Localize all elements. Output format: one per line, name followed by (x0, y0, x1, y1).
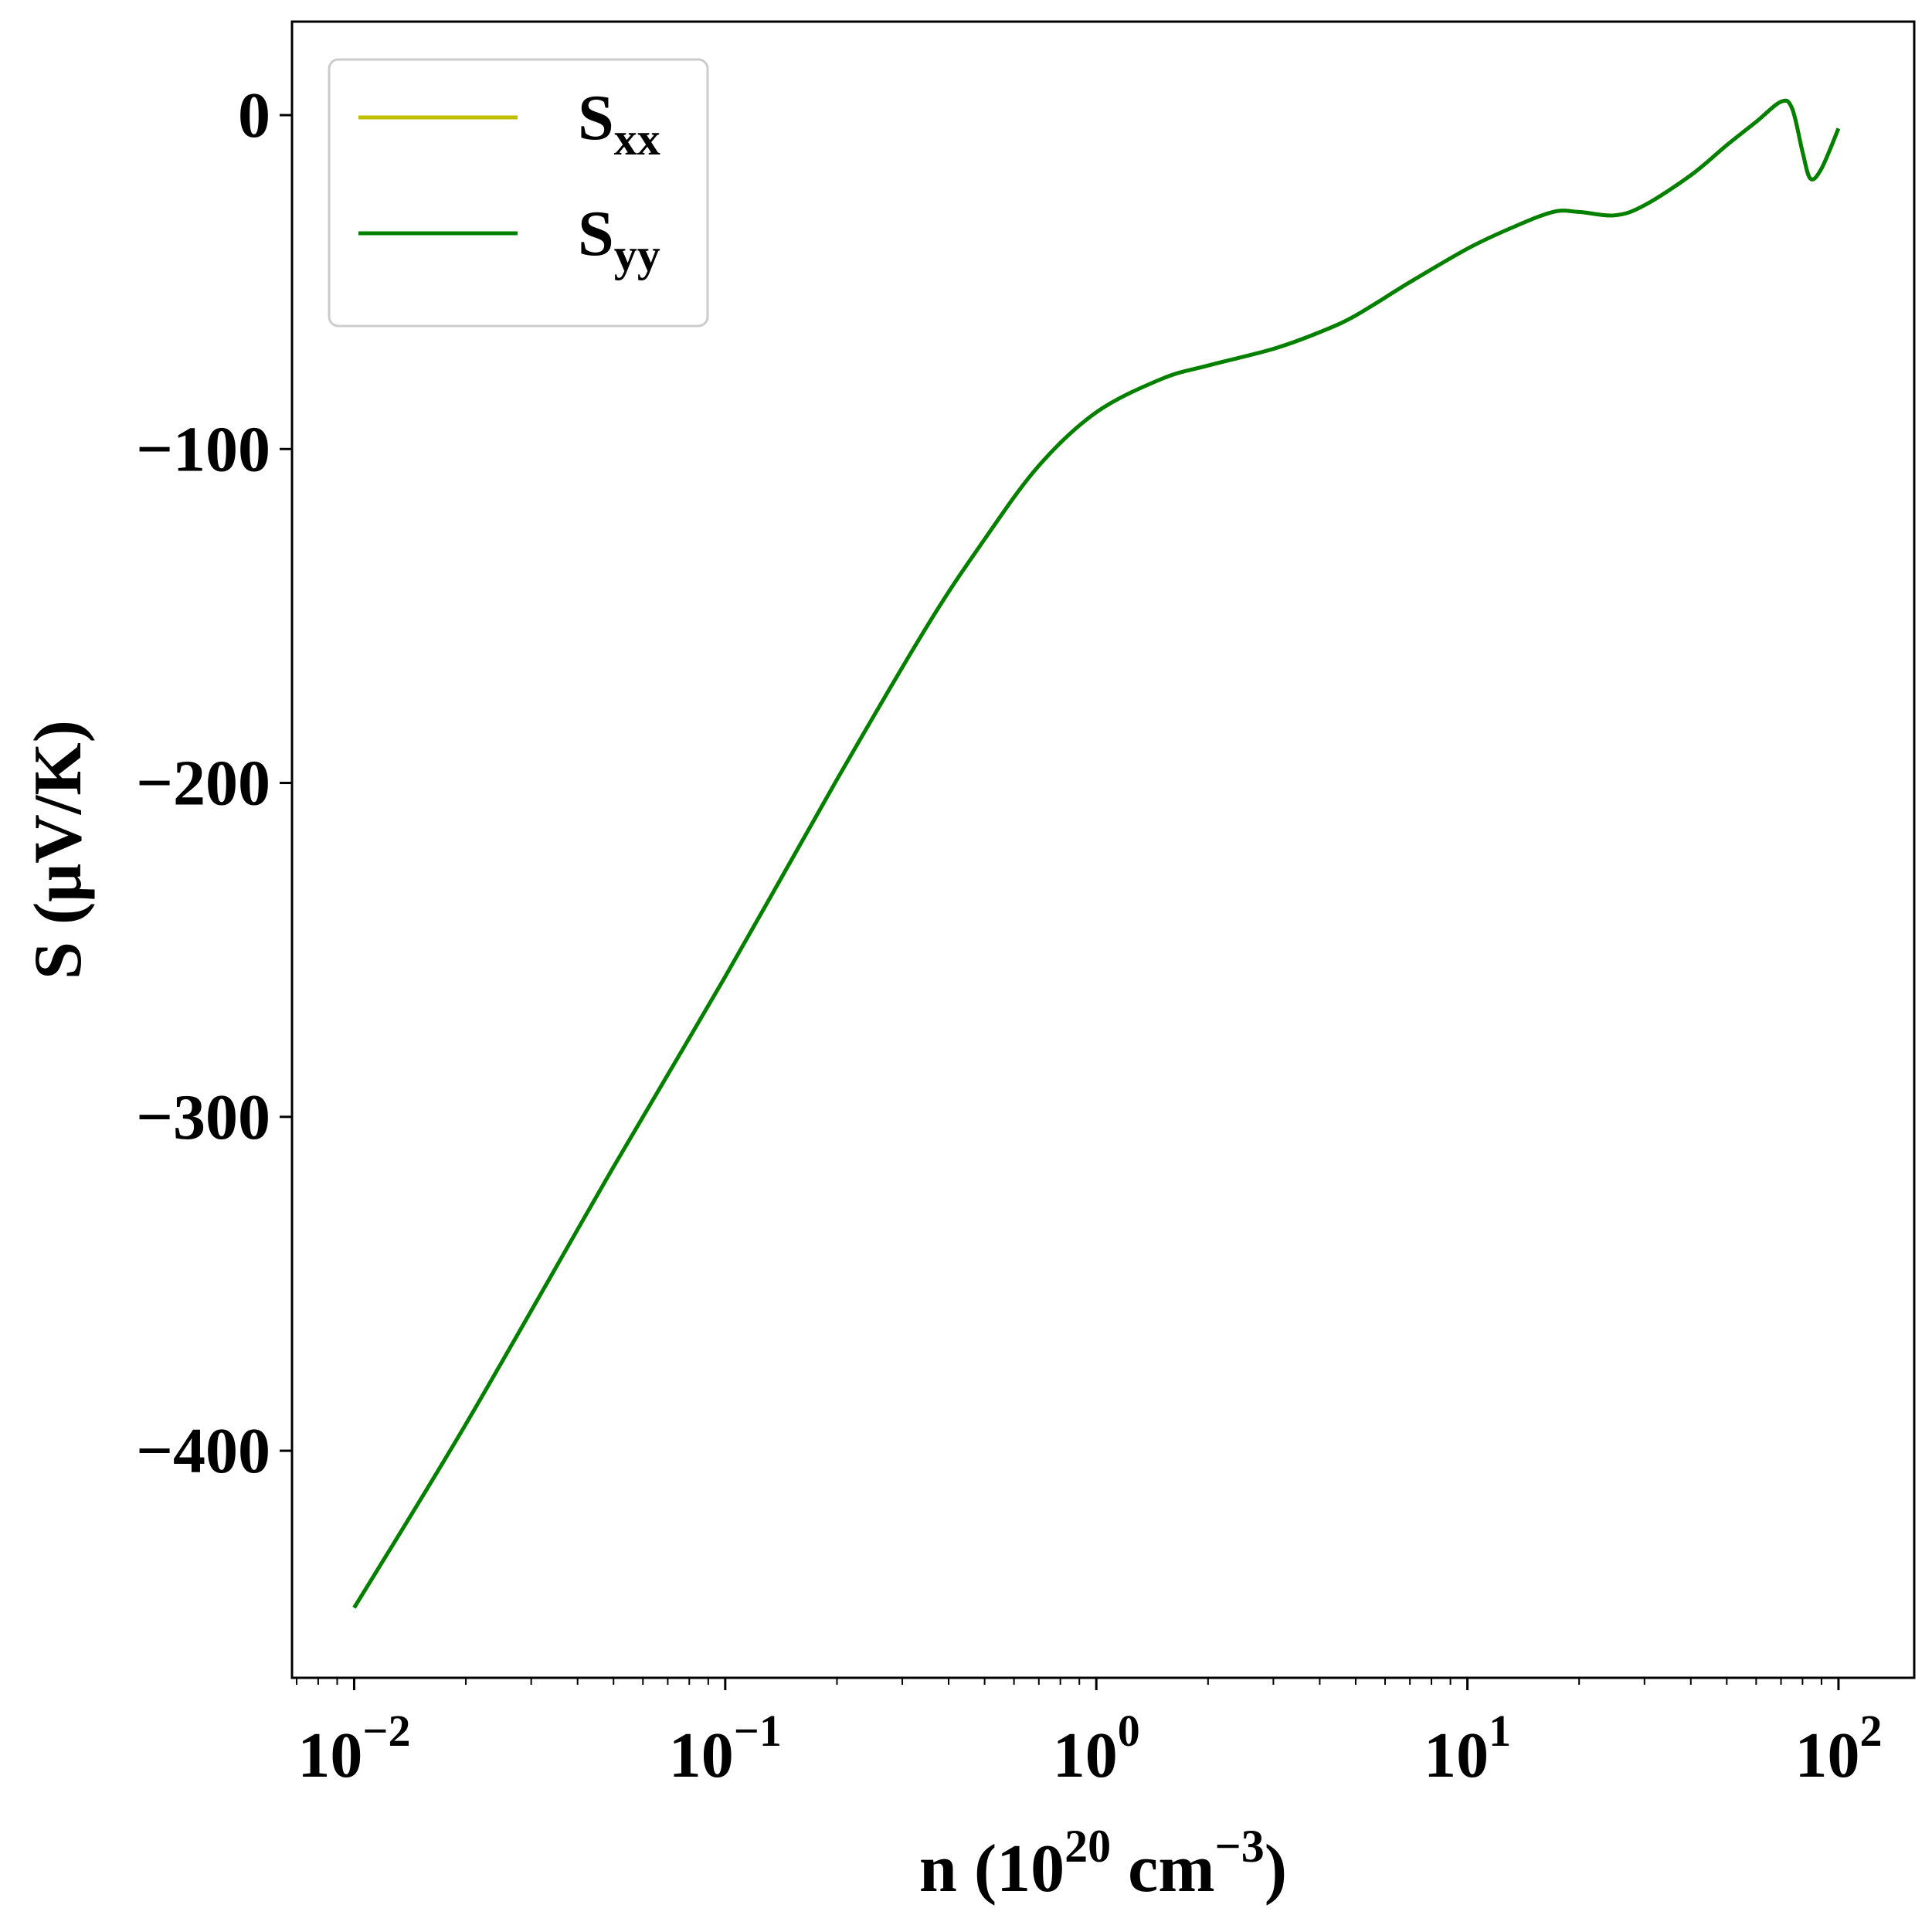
x-axis-label-suffix: ) (1265, 1832, 1287, 1906)
x-tick-label-exp-0: −2 (362, 1706, 410, 1756)
legend-label-sxx-sub: xx (614, 114, 660, 165)
x-tick-label-exp-1: −1 (734, 1706, 782, 1756)
y-tick-label-4: −400 (136, 1415, 270, 1487)
y-tick-label-2: −200 (136, 748, 270, 820)
legend-label-syy-sub: yy (614, 229, 660, 280)
y-tick-label-3: −300 (136, 1081, 270, 1153)
x-tick-label-base-0: 10 (297, 1720, 362, 1791)
x-tick-label-1: 10−1 (669, 1706, 782, 1791)
x-tick-label-3: 101 (1424, 1706, 1511, 1791)
x-tick-label-4: 102 (1794, 1706, 1882, 1791)
legend-label-syy-base: S (578, 198, 614, 270)
x-tick-label-exp-4: 2 (1859, 1706, 1882, 1756)
legend-label-sxx-base: S (578, 82, 614, 154)
x-tick-label-2: 100 (1053, 1706, 1140, 1791)
x-tick-label-base-3: 10 (1424, 1720, 1489, 1791)
y-axis-label: S (μV/K) (21, 720, 96, 979)
x-axis-label-mid: cm (1111, 1832, 1214, 1906)
x-axis-label-exp1: 20 (1064, 1821, 1111, 1872)
series-layer (352, 98, 1841, 1609)
x-tick-label-base-4: 10 (1794, 1720, 1859, 1791)
x-tick-label-exp-2: 0 (1118, 1706, 1140, 1756)
legend: Sxx Syy (328, 58, 709, 328)
legend-label-syy: Syy (578, 198, 660, 280)
plot-frame (290, 20, 1916, 1679)
y-tick-label-1: −100 (136, 413, 270, 485)
x-axis-label-prefix: n (10 (919, 1832, 1064, 1906)
x-tick-label-base-2: 10 (1053, 1720, 1118, 1791)
x-tick-label-0: 10−2 (297, 1706, 410, 1791)
x-axis-label-exp2: −3 (1215, 1821, 1265, 1872)
legend-label-sxx: Sxx (578, 82, 660, 165)
series-line-yy (352, 98, 1841, 1609)
x-tick-label-exp-3: 1 (1489, 1706, 1511, 1756)
legend-box (328, 58, 709, 328)
y-tick-label-0: 0 (238, 80, 270, 151)
x-tick-label-base-1: 10 (669, 1720, 734, 1791)
x-axis-label: n (1020 cm−3) (919, 1821, 1287, 1906)
